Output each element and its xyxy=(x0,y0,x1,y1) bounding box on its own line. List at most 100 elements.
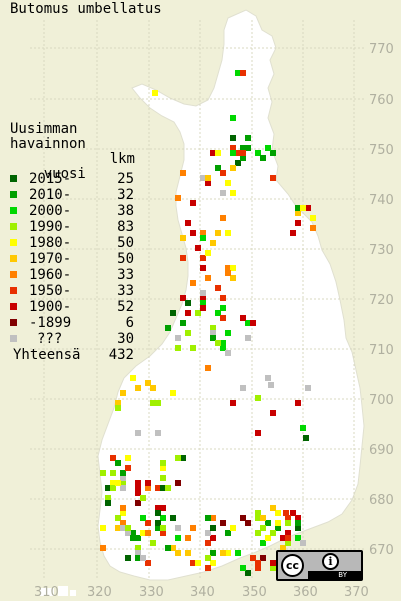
x-axis-label: 320 xyxy=(87,585,112,600)
legend-item: 1900- 52 xyxy=(9,299,134,315)
observation-square xyxy=(120,505,126,511)
legend-heading-year: vuosi xyxy=(43,166,86,182)
observation-square xyxy=(170,390,176,396)
observation-square xyxy=(280,545,286,551)
legend-label: 1990- xyxy=(29,219,72,235)
observation-square xyxy=(120,475,126,481)
observation-square xyxy=(255,430,261,436)
observation-square xyxy=(110,480,116,486)
observation-square xyxy=(240,155,246,161)
observation-square xyxy=(100,470,106,476)
legend-count: 33 xyxy=(117,283,134,299)
observation-square xyxy=(240,565,246,571)
observation-square xyxy=(125,465,131,471)
observation-square xyxy=(100,545,106,551)
observation-square xyxy=(255,395,261,401)
observation-square xyxy=(255,560,261,566)
legend-swatch xyxy=(10,271,17,278)
observation-square xyxy=(255,515,261,521)
observation-square xyxy=(225,350,231,356)
observation-square xyxy=(260,525,266,531)
observation-square xyxy=(220,345,226,351)
observation-square xyxy=(245,320,251,326)
legend-item: 2000- 38 xyxy=(9,203,134,219)
y-axis-label: 740 xyxy=(369,193,394,208)
observation-square xyxy=(230,165,236,171)
observation-square xyxy=(230,145,236,151)
observation-square xyxy=(235,160,241,166)
observation-square xyxy=(210,560,216,566)
observation-square xyxy=(260,155,266,161)
observation-square xyxy=(125,530,131,536)
observation-square xyxy=(180,255,186,261)
x-axis-label: 350 xyxy=(242,585,267,600)
y-axis-label: 710 xyxy=(369,343,394,358)
legend-heading-line-3: vuosi lkm xyxy=(10,152,135,212)
observation-square xyxy=(235,70,241,76)
observation-square xyxy=(175,550,181,556)
legend-label: 1960- xyxy=(29,267,72,283)
observation-square xyxy=(300,205,306,211)
x-axis-label: 310 xyxy=(34,585,59,600)
observation-square xyxy=(115,400,121,406)
legend-swatch xyxy=(10,319,17,326)
observation-square xyxy=(105,495,111,501)
y-axis-label: 760 xyxy=(369,93,394,108)
observation-square xyxy=(270,175,276,181)
observation-square xyxy=(275,520,281,526)
y-axis-label: 720 xyxy=(369,293,394,308)
legend-item: -1899 6 xyxy=(9,315,134,331)
observation-square xyxy=(150,540,156,546)
observation-square xyxy=(210,535,216,541)
legend-swatch xyxy=(10,223,17,230)
observation-square xyxy=(135,485,141,491)
x-axis-label: 340 xyxy=(190,585,215,600)
observation-square xyxy=(205,365,211,371)
observation-square xyxy=(270,565,276,571)
observation-square xyxy=(120,485,126,491)
observation-square xyxy=(160,530,166,536)
observation-square xyxy=(210,330,216,336)
observation-square xyxy=(225,270,231,276)
observation-square xyxy=(295,515,301,521)
legend-count: 32 xyxy=(117,187,134,203)
observation-square xyxy=(235,550,241,556)
observation-square xyxy=(275,510,281,516)
legend-label: 1900- xyxy=(29,299,72,315)
observation-square xyxy=(120,525,126,531)
observation-square xyxy=(120,510,126,516)
observation-square xyxy=(240,150,246,156)
observation-square xyxy=(135,480,141,486)
legend-label: -1899 xyxy=(29,315,72,331)
observation-square xyxy=(280,535,286,541)
observation-square xyxy=(200,235,206,241)
license-badge[interactable]: cc i BY xyxy=(276,550,363,581)
observation-square xyxy=(175,525,181,531)
observation-square xyxy=(200,255,206,261)
observation-square xyxy=(210,325,216,331)
observation-square xyxy=(240,70,246,76)
legend-count: 50 xyxy=(117,251,134,267)
observation-square xyxy=(230,135,236,141)
observation-square xyxy=(215,340,221,346)
observation-square xyxy=(190,345,196,351)
observation-square xyxy=(275,525,281,531)
legend-label: ??? xyxy=(37,331,63,347)
observation-square xyxy=(155,525,161,531)
x-axis-label: 370 xyxy=(344,585,369,600)
observation-square xyxy=(305,205,311,211)
observation-square xyxy=(155,485,161,491)
observation-square xyxy=(130,375,136,381)
observation-square xyxy=(145,530,151,536)
legend-swatch xyxy=(10,191,17,198)
legend-swatch xyxy=(10,255,17,262)
observation-square xyxy=(245,145,251,151)
legend-count: 52 xyxy=(117,299,134,315)
observation-square xyxy=(195,310,201,316)
observation-square xyxy=(215,165,221,171)
observation-square xyxy=(225,550,231,556)
observation-square xyxy=(245,335,251,341)
observation-square xyxy=(160,460,166,466)
cc-icon: cc xyxy=(281,554,304,577)
observation-square xyxy=(290,510,296,516)
